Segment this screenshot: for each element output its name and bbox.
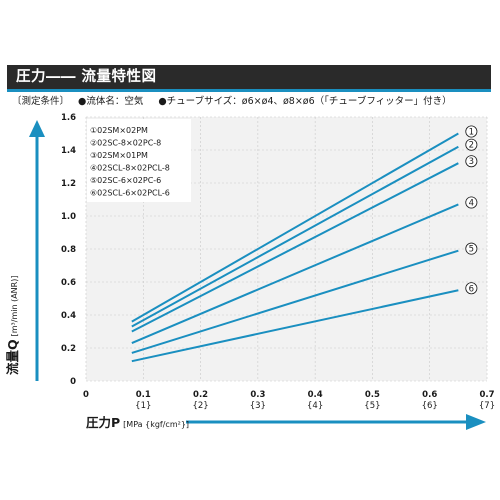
x-tick-label-secondary: {4}: [307, 401, 323, 411]
y-tick-label: 1.2: [61, 179, 76, 189]
y-tick-label: 1.4: [61, 146, 76, 156]
legend: ①02SM×02PM ②02SC-8×02PC-8 ③02SM×01PM ④02SCL…: [87, 119, 191, 202]
x-tick-label: 0.2: [193, 390, 208, 400]
series-end-marker-5: [465, 242, 478, 255]
x-tick-label-secondary: {7}: [479, 401, 495, 411]
y-tick-label: 1.0: [61, 212, 76, 222]
axes: 流量Q[m³/min (ANR)] 圧力P [MPa {kgf/cm²}]: [5, 120, 486, 430]
x-axis-title: 圧力P [MPa {kgf/cm²}]: [86, 415, 189, 430]
chart-title: 圧力―― 流量特性図: [16, 69, 157, 85]
condition-fluid: ●流体名：空気: [78, 96, 144, 107]
condition-tube-size: ●チューブサイズ：ø6×ø4、ø8×ø6（「チューブフィッター」付き）: [158, 96, 452, 107]
y-tick-label: 0.4: [61, 311, 76, 321]
x-tick-label-secondary: {6}: [422, 401, 438, 411]
series-line-4: [131, 203, 459, 344]
x-axis-arrowhead: [466, 414, 486, 430]
y-tick-label: 0.8: [61, 245, 76, 255]
series-line-2: [131, 145, 459, 328]
y-tick-label: 0.6: [61, 278, 76, 288]
series-line-6: [131, 289, 459, 363]
tick-labels: 00.20.40.60.81.01.21.41.60 0.1{1}0.2{2}0.…: [61, 113, 495, 411]
x-tick-label-secondary: {1}: [135, 401, 151, 411]
y-tick-label: 1.6: [61, 113, 76, 123]
x-tick-label: 0.1: [136, 390, 151, 400]
x-tick-label: 0.3: [250, 390, 265, 400]
series-end-marker-2: [465, 138, 478, 151]
series-end-marker-1: [465, 125, 478, 138]
series-end-label-2: 2: [469, 141, 474, 151]
x-tick-label: 0.6: [422, 390, 437, 400]
series-line-3: [131, 162, 459, 333]
series-end-label-1: 1: [469, 128, 474, 138]
y-axis-arrowhead: [29, 120, 45, 137]
y-axis-title: 流量Q[m³/min (ANR)]: [5, 276, 20, 375]
conditions-label: 〔測定条件〕: [12, 96, 70, 107]
legend-entry-5: ⑤02SC-6×02PC-6: [90, 176, 161, 185]
legend-entry-3: ③02SM×01PM: [90, 151, 148, 160]
x-tick-label-secondary: {3}: [250, 401, 266, 411]
series-end-marker-3: [465, 155, 478, 168]
legend-entry-4: ④02SCL-8×02PCL-8: [90, 164, 170, 173]
x-tick-label-secondary: {5}: [364, 401, 380, 411]
series-end-label-4: 4: [469, 198, 474, 208]
legend-entry-1: ①02SM×02PM: [90, 126, 148, 135]
legend-entry-6: ⑥02SCL-6×02PCL-6: [90, 189, 170, 198]
x-tick-label: 0.4: [308, 390, 323, 400]
legend-entry-2: ②02SC-8×02PC-8: [90, 139, 161, 148]
series-lines: 1 2 3 4 5 6: [131, 125, 478, 363]
series-line-1: [131, 132, 459, 323]
series-end-marker-6: [465, 282, 478, 295]
measurement-conditions: 〔測定条件〕 ●流体名：空気 ●チューブサイズ：ø6×ø4、ø8×ø6（「チュー…: [12, 96, 464, 108]
legend-box: [87, 119, 191, 202]
series-end-marker-4: [465, 196, 478, 209]
x-tick-label: 0.5: [365, 390, 380, 400]
series-end-label-3: 3: [469, 157, 474, 167]
y-tick-label: 0.2: [61, 344, 76, 354]
y-tick-label: 0: [70, 377, 76, 387]
series-end-label-5: 5: [469, 245, 474, 255]
header-bar: [7, 65, 491, 89]
header-accent-line: [7, 89, 491, 92]
x-tick-label: 0.7: [479, 390, 494, 400]
series-end-label-6: 6: [469, 284, 474, 294]
x-tick-label: 0: [83, 390, 89, 400]
x-tick-label-secondary: {2}: [192, 401, 208, 411]
series-line-5: [131, 249, 459, 354]
